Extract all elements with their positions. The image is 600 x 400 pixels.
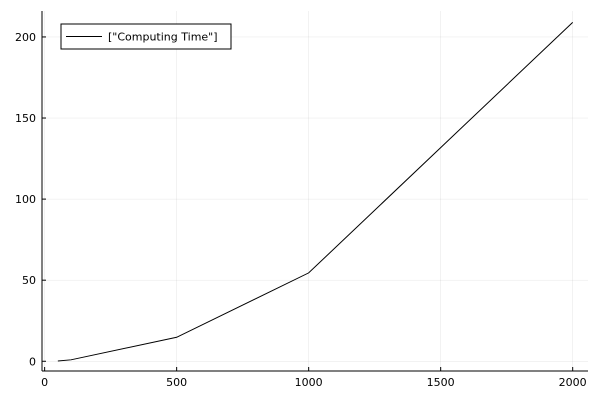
y-tick-label: 50	[22, 274, 36, 287]
legend-label-computing-time: ["Computing Time"]	[108, 31, 218, 44]
series-layer	[57, 21, 574, 362]
x-tick-label: 500	[166, 376, 187, 389]
x-tick-label: 1000	[295, 376, 323, 389]
grid-lines	[42, 11, 588, 371]
x-tick-label: 2000	[559, 376, 587, 389]
series-line-computing-time	[57, 21, 574, 362]
axes	[41, 11, 588, 372]
x-tick-label: 0	[41, 376, 48, 389]
y-tick-label: 100	[15, 193, 36, 206]
y-tick-label: 0	[29, 355, 36, 368]
y-tick-label: 200	[15, 31, 36, 44]
legend: ["Computing Time"]	[60, 23, 232, 50]
x-tick-label: 1500	[427, 376, 455, 389]
ticks: 0 500 1000 1500 2000 0 50 100 150 200	[15, 31, 587, 389]
y-tick-label: 150	[15, 112, 36, 125]
